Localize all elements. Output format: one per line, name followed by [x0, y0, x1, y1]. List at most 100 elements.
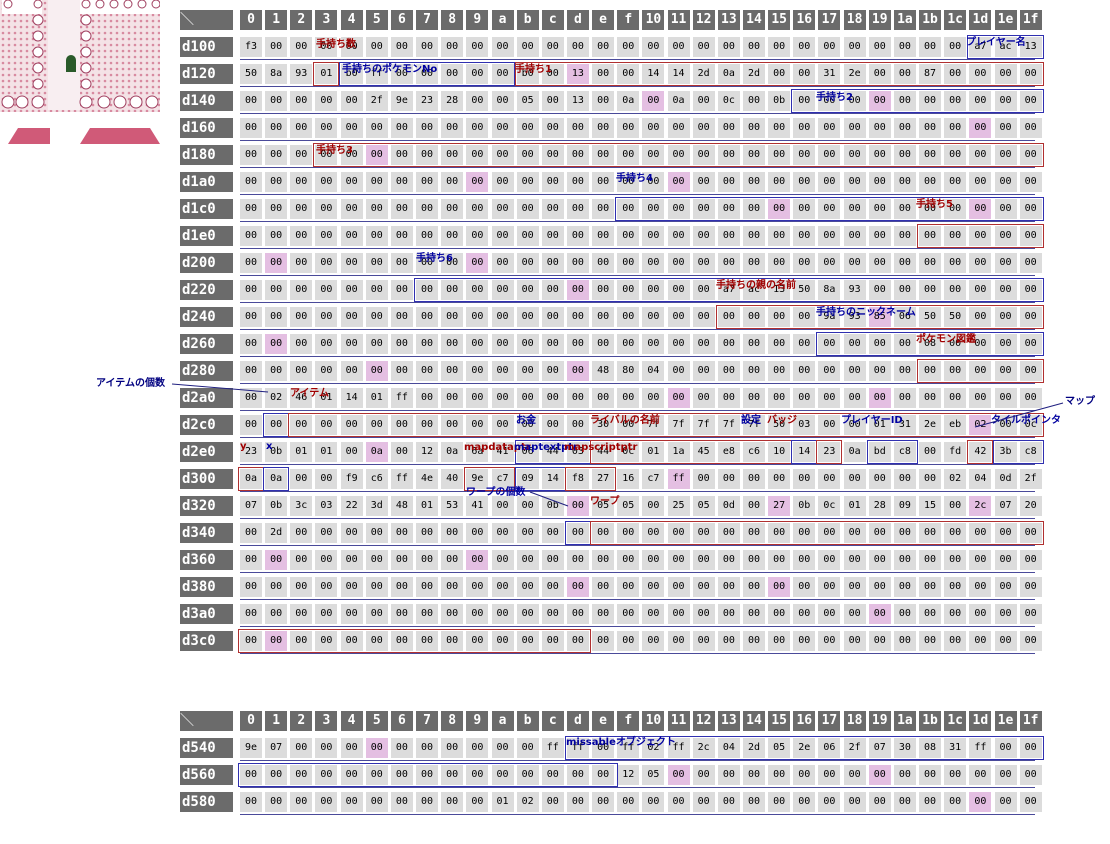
column-header: e [592, 10, 615, 30]
party6-label: 手持ち6 [416, 253, 453, 264]
memory-cell: 00 [617, 550, 640, 570]
row-address: d3a0 [180, 604, 233, 624]
memory-cell: 00 [240, 577, 262, 597]
memory-cell: 00 [843, 226, 866, 246]
warp-label: ワープ [590, 496, 620, 507]
memory-cell: 00 [642, 280, 665, 300]
badges-box [816, 440, 843, 464]
memory-cell: 00 [315, 199, 338, 219]
memory-cell: 00 [717, 334, 740, 354]
memory-cell: 00 [541, 631, 564, 651]
memory-cell: 00 [516, 361, 539, 381]
memory-cell: 00 [944, 118, 967, 138]
memory-cell: 31 [818, 64, 841, 84]
memory-cell: 00 [843, 604, 866, 624]
memory-cell: 00 [315, 361, 338, 381]
memory-cell: 00 [491, 91, 514, 111]
column-header: 0 [240, 10, 262, 30]
row-address: d2a0 [180, 388, 233, 408]
memory-cell: 13 [768, 280, 791, 300]
memory-cell: 00 [969, 280, 992, 300]
memory-cell: 00 [617, 577, 640, 597]
row-separator [240, 194, 1035, 195]
tile-ptr-box [992, 440, 1044, 464]
memory-cell: 02 [642, 738, 665, 758]
options-box [791, 440, 818, 464]
memory-cell: 00 [441, 523, 464, 543]
memory-cell: 00 [868, 199, 891, 219]
memory-cell: 07 [265, 738, 288, 758]
mapscriptptr-box [564, 467, 617, 491]
memory-cell: 2f [365, 91, 388, 111]
memory-cell: 00 [416, 738, 439, 758]
memory-cell: 0a [843, 442, 866, 462]
memory-cell: 00 [365, 738, 388, 758]
column-header: 1c [944, 10, 967, 30]
memory-cell: 01 [315, 64, 338, 84]
memory-cell: ff [566, 738, 589, 758]
memory-cell: 00 [340, 577, 363, 597]
memory-cell: 00 [818, 226, 841, 246]
memory-cell: 00 [868, 765, 891, 785]
memory-cell: 0a [667, 91, 690, 111]
column-header: 1a [893, 10, 916, 30]
memory-cell: 00 [592, 550, 615, 570]
memory-cell: 7f [667, 415, 690, 435]
memory-cell: 00 [843, 631, 866, 651]
pokedex-box [917, 359, 1044, 383]
memory-cell: 00 [390, 280, 413, 300]
memory-cell: 03 [566, 442, 589, 462]
memory-cell: 00 [390, 307, 413, 327]
memory-cell: 00 [843, 118, 866, 138]
column-header: 18 [843, 711, 866, 731]
memory-cell: 00 [265, 792, 288, 812]
memory-cell: 05 [692, 496, 715, 516]
memory-cell: 00 [491, 334, 514, 354]
memory-cell: 00 [743, 37, 765, 57]
memory-cell: 0a [717, 64, 740, 84]
column-header: 13 [717, 711, 740, 731]
memory-cell: 00 [944, 631, 967, 651]
memory-cell: 00 [1019, 738, 1042, 758]
memory-cell: 00 [642, 523, 665, 543]
memory-cell: ff [365, 64, 388, 84]
memory-cell: 00 [743, 226, 765, 246]
warp-box [590, 521, 1044, 545]
memory-cell: f9 [340, 469, 363, 489]
memory-cell: 00 [516, 307, 539, 327]
memory-cell: 00 [667, 523, 690, 543]
memory-cell: 00 [768, 307, 791, 327]
memory-cell: 00 [466, 37, 489, 57]
memory-cell: 00 [441, 792, 464, 812]
memory-cell: 00 [541, 415, 564, 435]
memory-cell: 01 [290, 442, 313, 462]
mapdataptr-label: mapdataptr [464, 442, 531, 453]
memory-cell: 00 [566, 388, 589, 408]
memory-cell: 00 [743, 172, 765, 192]
memory-cell: 00 [994, 361, 1017, 381]
memory-cell: 00 [390, 442, 413, 462]
memory-cell: 00 [365, 172, 388, 192]
memory-cell: 00 [617, 604, 640, 624]
memory-cell: 00 [768, 631, 791, 651]
memory-cell: 00 [466, 307, 489, 327]
memory-cell: 00 [642, 37, 665, 57]
row-separator [240, 518, 1035, 519]
memory-cell: 00 [1019, 280, 1042, 300]
memory-cell: 00 [969, 145, 992, 165]
memory-cell: 00 [592, 37, 615, 57]
memory-cell: 00 [944, 361, 967, 381]
memory-cell: 00 [944, 64, 967, 84]
memory-cell: 00 [868, 226, 891, 246]
memory-cell: 00 [893, 577, 916, 597]
memory-cell: ff [390, 388, 413, 408]
memory-cell: 00 [290, 469, 313, 489]
memory-cell: 00 [818, 334, 841, 354]
memory-cell: 00 [516, 280, 539, 300]
memory-cell: 00 [667, 145, 690, 165]
memory-cell: 00 [390, 253, 413, 273]
memory-cell: 00 [315, 91, 338, 111]
memory-cell: 07 [240, 496, 262, 516]
memory-cell: 00 [919, 765, 942, 785]
memory-cell: 00 [1019, 145, 1042, 165]
